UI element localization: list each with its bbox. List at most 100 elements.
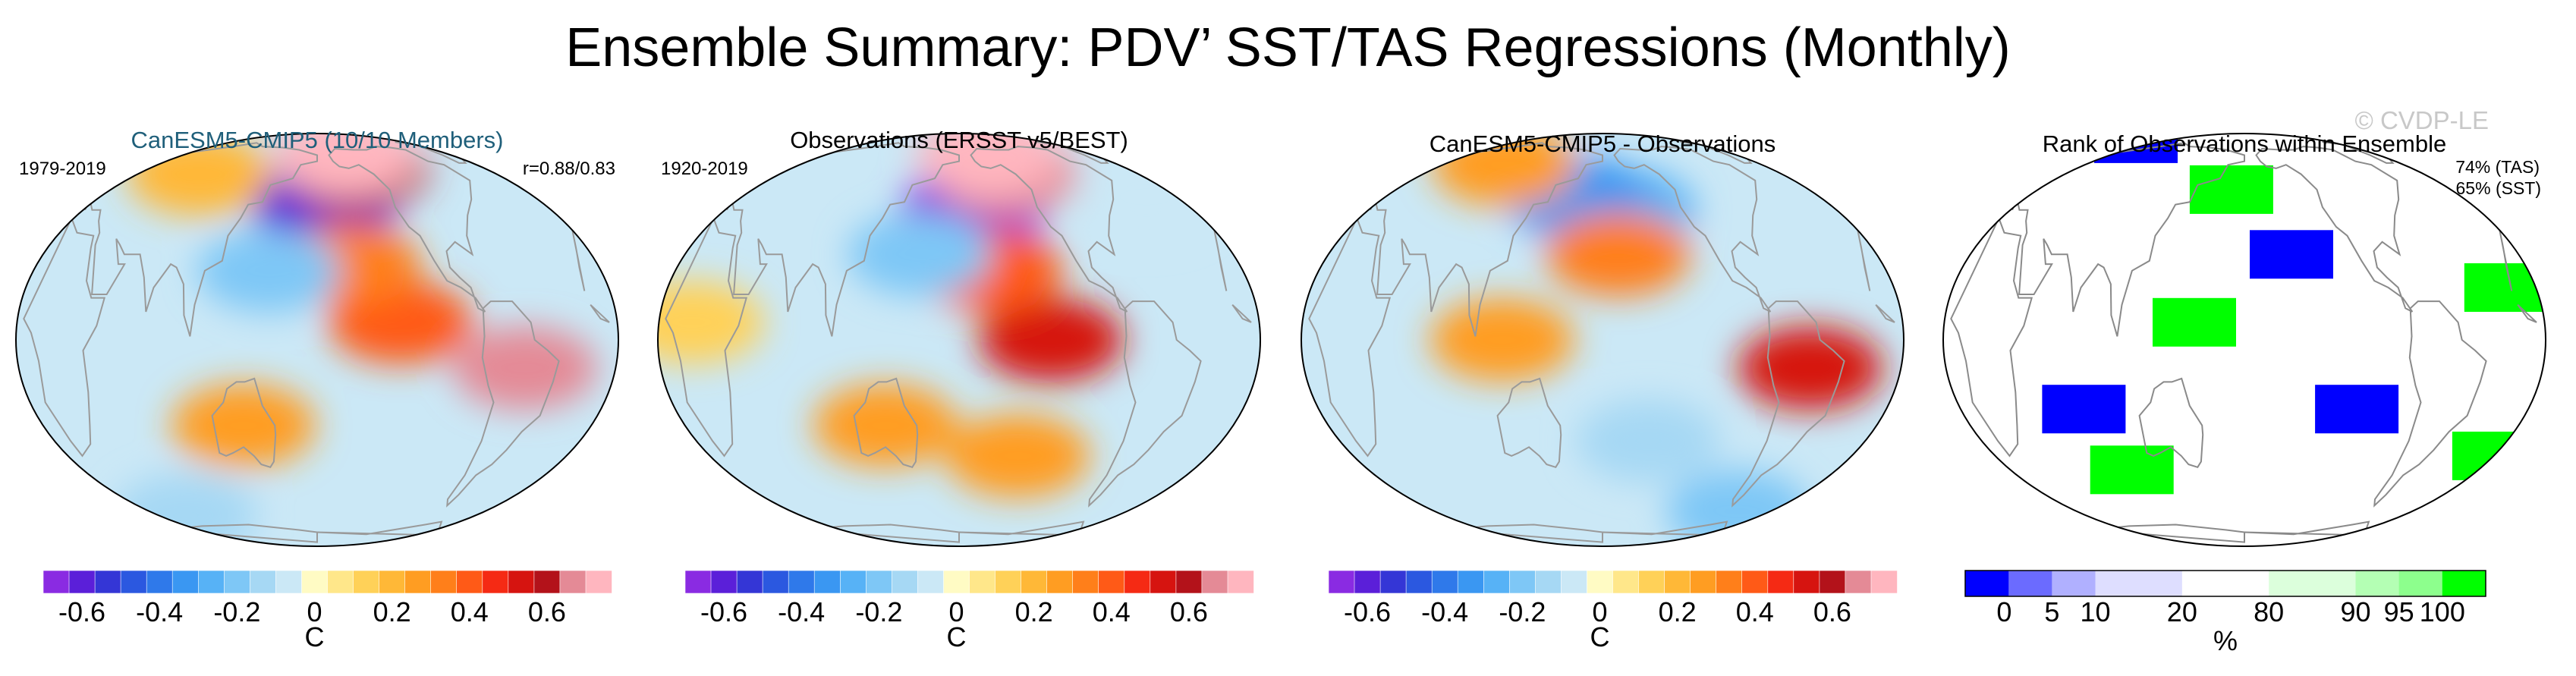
anomaly-blob: [114, 473, 259, 546]
panel-title: Rank of Observations within Ensemble: [2043, 130, 2446, 157]
continent-outline-australia: [853, 377, 919, 468]
colorbar-cell: [1483, 570, 1511, 594]
colorbar-cell: [943, 570, 970, 594]
colorbar-cell: [736, 570, 763, 594]
colorbar-cell: [430, 570, 458, 594]
colorbar-3: -0.6 -0.4 -0.2 0 0.2 0.4 0.6 C: [1328, 570, 1898, 652]
colorbar-cell: [146, 570, 173, 594]
colorbar-cell: [533, 570, 561, 594]
colorbar-cell: [482, 570, 509, 594]
colorbar-tick-label: 0.6: [1170, 596, 1208, 627]
colorbar-tick-label: 100: [2420, 596, 2465, 627]
colorbar-cell: [1793, 570, 1820, 594]
colorbar-cell: [1870, 570, 1898, 594]
continent-outline-africa: [1950, 216, 2537, 457]
colorbar-cell: [1690, 570, 1717, 594]
anomaly-blob: [813, 383, 958, 467]
colorbar-cell: [1457, 570, 1484, 594]
colorbar-tick-label: 0: [1592, 596, 1607, 627]
map-panel-4: Rank of Observations within Ensemble 74% …: [1942, 130, 2546, 547]
anomaly-blob: [848, 212, 992, 297]
panel-period-label: 1920-2019: [661, 159, 748, 179]
colorbar-tick-label: 95: [2384, 596, 2414, 627]
colorbar-tick-label: 0.4: [1093, 596, 1131, 627]
continent-outline-africa: [1308, 216, 1895, 457]
colorbar-cell: [1587, 570, 1614, 594]
colorbar-cell: [250, 570, 277, 594]
colorbar-tick-label: -0.4: [778, 596, 825, 627]
colorbar-tick-label: -0.6: [1344, 596, 1391, 627]
colorbar-cell: [1767, 570, 1794, 594]
continent-outline-australia: [1496, 377, 1562, 468]
colorbar-tick-label: 0.2: [1659, 596, 1697, 627]
colorbar-cell: [1431, 570, 1458, 594]
anomaly-blob: [1546, 212, 1691, 297]
colorbar-cell: [327, 570, 354, 594]
colorbar-cell: [1612, 570, 1640, 594]
rank-cell: [2042, 385, 2126, 434]
continent-outline-australia: [211, 377, 277, 468]
colorbar-cell: [969, 570, 996, 594]
colorbar-cell: [1328, 570, 1355, 594]
continent-outline-southAmerica: [1088, 300, 1202, 508]
continent-outline-northAmerica: [1613, 146, 1772, 313]
continent-outline-northAmerica: [2255, 146, 2414, 313]
anomaly-blob: [452, 326, 597, 410]
colorbar-tick-label: -0.2: [1499, 596, 1546, 627]
map-border: [1301, 133, 1904, 547]
colorbar-tick-label: 10: [2080, 596, 2110, 627]
colorbar-unit-label: C: [1590, 621, 1609, 652]
colorbar-cell: [1405, 570, 1433, 594]
colorbar-cell: [1124, 570, 1151, 594]
colorbar-cell: [508, 570, 535, 594]
map-border: [15, 133, 619, 547]
colorbar-cell: [2398, 571, 2443, 596]
colorbar-cell: [684, 570, 712, 594]
colorbar-cell: [353, 570, 380, 594]
colorbar-cell: [1638, 570, 1665, 594]
colorbar-cell: [301, 570, 329, 594]
colorbar-tick-label: 5: [2044, 596, 2059, 627]
colorbar-cell: [710, 570, 738, 594]
colorbar-cell: [1150, 570, 1177, 594]
map-panel-2: Observations (ERSST v5/BEST) 1920-2019: [657, 127, 1261, 547]
colorbar-cell: [1819, 570, 1846, 594]
colorbar-tick-label: 0.6: [1813, 596, 1851, 627]
colorbar-cell: [840, 570, 867, 594]
map-panel-1: CanESM5-CMIP5 (10/10 Members) 1979-2019 r=…: [15, 127, 619, 547]
anomaly-blob: [1738, 326, 1882, 410]
anomaly-blob: [945, 413, 1090, 498]
anomaly-blob: [916, 134, 1061, 197]
panel-title: CanESM5-CMIP5 - Observations: [1430, 130, 1776, 157]
colorbar-tick-label: 0.4: [451, 596, 489, 627]
colorbar-tick-label: -0.2: [213, 596, 260, 627]
continent-outline-southAmerica: [446, 300, 560, 508]
colorbar-tick-label: 0: [307, 596, 322, 627]
colorbar-cell: [1845, 570, 1872, 594]
anomaly-blob: [1576, 399, 1721, 483]
panel-correlation-label: r=0.88/0.83: [523, 159, 615, 179]
colorbar-cell: [1716, 570, 1743, 594]
colorbar-cell: [995, 570, 1022, 594]
continent-outline-southAmerica: [1731, 300, 1845, 508]
colorbar-cell: [1965, 571, 2009, 596]
colorbar-1: -0.6 -0.4 -0.2 0 0.2 0.4 0.6 C: [42, 570, 612, 652]
colorbar-cell: [2269, 571, 2356, 596]
colorbar-cell: [1072, 570, 1099, 594]
colorbar-tick-label: 0.4: [1736, 596, 1774, 627]
page-title: Ensemble Summary: PDV’ SST/TAS Regressio…: [565, 17, 2011, 78]
colorbar-tick-label: 80: [2254, 596, 2284, 627]
panel-title: CanESM5-CMIP5 (10/10 Members): [131, 127, 504, 153]
colorbar-cell: [456, 570, 483, 594]
colorbar-tick-label: -0.2: [855, 596, 902, 627]
colorbar-cell: [2355, 571, 2400, 596]
colorbar-cell: [404, 570, 432, 594]
colorbar-unit-label: %: [2213, 625, 2238, 656]
continent-outline-northAmerica: [970, 146, 1128, 313]
colorbar-cell: [1098, 570, 1125, 594]
colorbar-cell: [1509, 570, 1536, 594]
anomaly-blob: [658, 280, 764, 364]
rank-cell: [2189, 165, 2273, 214]
panel-period-label: 1979-2019: [19, 159, 106, 179]
colorbar-cell: [892, 570, 919, 594]
